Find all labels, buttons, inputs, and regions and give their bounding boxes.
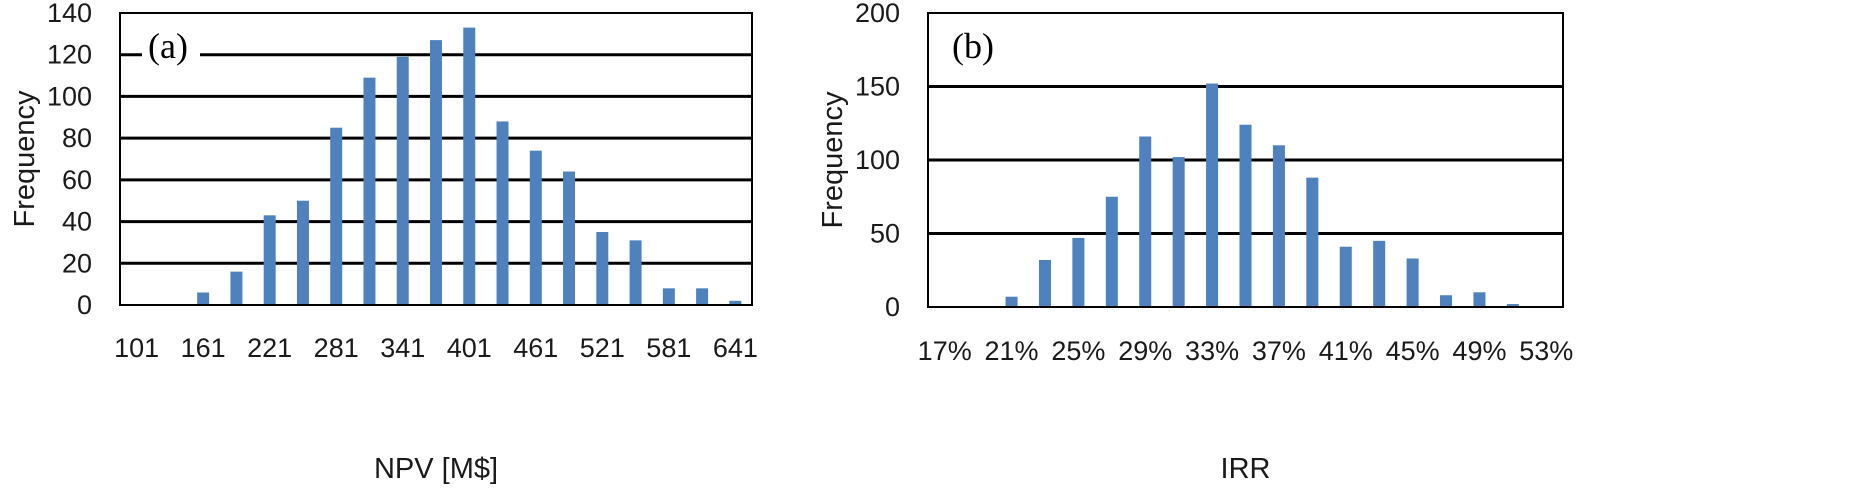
y-tick-label: 50 xyxy=(870,219,900,249)
x-tick-label: 101 xyxy=(114,333,159,363)
y-tick-label: 200 xyxy=(855,0,900,28)
bar xyxy=(596,232,609,305)
panel-label-background xyxy=(946,24,1004,68)
bar xyxy=(1306,177,1319,307)
bar xyxy=(330,127,343,305)
bar xyxy=(1272,145,1285,307)
panel-label: (a) xyxy=(148,26,188,66)
x-tick-label: 41% xyxy=(1319,336,1373,366)
bar xyxy=(662,288,675,305)
x-tick-label: 37% xyxy=(1252,336,1306,366)
x-tick-label: 53% xyxy=(1519,336,1573,366)
y-tick-label: 0 xyxy=(77,290,92,320)
y-axis-label: Frequency xyxy=(9,90,41,228)
y-tick-label: 150 xyxy=(855,72,900,102)
y-axis-label: Frequency xyxy=(817,91,849,229)
panel-label: (b) xyxy=(952,26,994,66)
bar xyxy=(230,271,243,305)
bar xyxy=(1473,292,1486,307)
x-tick-label: 25% xyxy=(1051,336,1105,366)
x-tick-label: 21% xyxy=(985,336,1039,366)
bar xyxy=(563,171,576,305)
bar xyxy=(1339,246,1352,307)
plot-area-border xyxy=(119,12,753,306)
x-tick-label: 581 xyxy=(646,333,691,363)
x-tick-label: 33% xyxy=(1185,336,1239,366)
bar xyxy=(1072,237,1085,307)
x-tick-label: 341 xyxy=(380,333,425,363)
bar xyxy=(463,27,476,305)
bar xyxy=(1406,258,1419,307)
x-tick-label: 521 xyxy=(580,333,625,363)
bar xyxy=(430,40,442,305)
x-tick-label: 281 xyxy=(314,333,359,363)
bar xyxy=(197,292,210,305)
x-tick-label: 49% xyxy=(1452,336,1506,366)
bar xyxy=(1506,304,1519,307)
y-tick-label: 20 xyxy=(62,248,92,278)
bar xyxy=(729,300,742,305)
x-tick-label: 161 xyxy=(181,333,226,363)
y-tick-label: 100 xyxy=(855,145,900,175)
bar xyxy=(629,240,642,305)
y-tick-label: 80 xyxy=(62,123,92,153)
bar xyxy=(1105,196,1118,307)
x-tick-label: 45% xyxy=(1386,336,1440,366)
x-tick-label: 641 xyxy=(713,333,758,363)
bar xyxy=(1239,124,1252,307)
chart-panel-a: 0 20 40 60 80 100 120 140 101 161 221 281 341 401 461 5… xyxy=(9,0,758,485)
bar xyxy=(1005,296,1018,307)
bar xyxy=(1172,157,1185,307)
panel-label-background xyxy=(142,24,200,68)
bar xyxy=(263,215,276,305)
chart-panel-b: 0 50 100 150 200 17% 21% 25% 29% 33% 37% 41% 45% 49% 5… xyxy=(817,0,1573,485)
y-tick-label: 0 xyxy=(885,292,900,322)
y-tick-label: 120 xyxy=(47,40,92,70)
bar xyxy=(496,121,509,305)
x-tick-label: 29% xyxy=(1118,336,1172,366)
y-tick-label: 40 xyxy=(62,207,92,237)
x-tick-label: 401 xyxy=(447,333,492,363)
x-tick-label: 17% xyxy=(918,336,972,366)
bar xyxy=(363,77,376,306)
y-tick-label: 60 xyxy=(62,165,92,195)
bar xyxy=(1139,136,1152,307)
x-tick-label: 221 xyxy=(247,333,292,363)
x-axis-label: NPV [M$] xyxy=(374,453,498,485)
x-axis-label: IRR xyxy=(1221,453,1271,485)
x-tick-label: 461 xyxy=(513,333,558,363)
y-tick-label: 140 xyxy=(47,0,92,28)
bar xyxy=(1206,83,1219,307)
bar xyxy=(1373,240,1386,307)
y-tick-label: 100 xyxy=(47,81,92,111)
bar xyxy=(1038,259,1051,307)
bar xyxy=(1440,295,1453,307)
bar xyxy=(696,288,709,305)
bar xyxy=(529,150,542,305)
bar xyxy=(296,200,309,305)
plot-area-border xyxy=(927,12,1564,308)
bar xyxy=(396,56,409,305)
